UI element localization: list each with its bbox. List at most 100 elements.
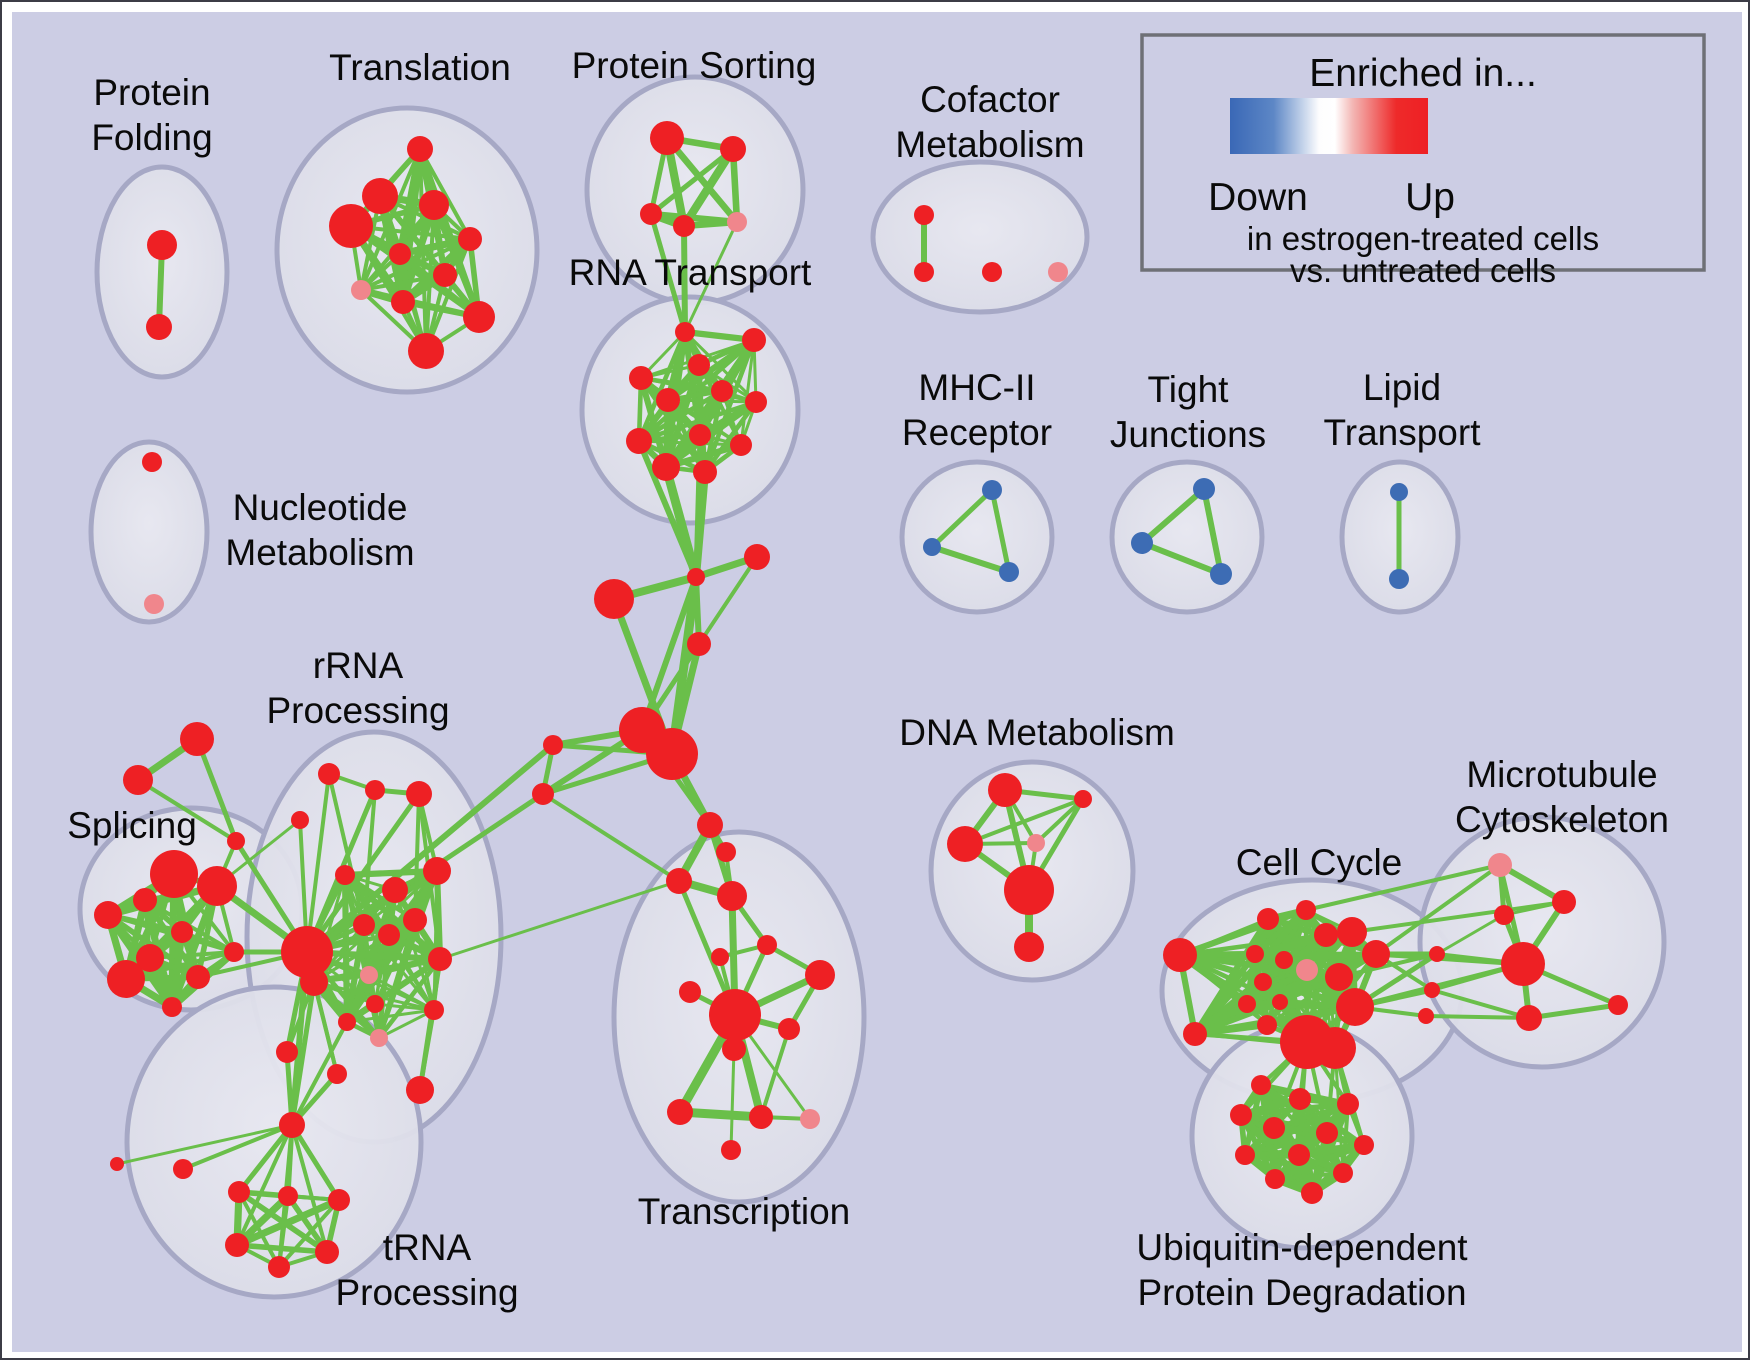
network-edge	[661, 462, 701, 582]
network-node	[667, 1099, 693, 1125]
network-edge	[304, 791, 422, 955]
network-node	[353, 914, 375, 936]
network-node	[329, 204, 373, 248]
network-edge	[377, 1008, 436, 1040]
network-node	[1314, 1027, 1356, 1069]
network-node	[300, 968, 328, 996]
legend-up-label: Up	[1405, 176, 1455, 219]
network-edge	[366, 956, 443, 978]
network-node	[947, 826, 983, 862]
network-node	[123, 765, 153, 795]
network-node	[666, 868, 692, 894]
network-edge	[759, 1027, 791, 1119]
network-node	[1004, 865, 1054, 915]
network-node	[318, 763, 340, 785]
network-node	[327, 1064, 347, 1084]
network-node	[687, 632, 711, 656]
network-edge	[675, 1107, 766, 1122]
network-edge	[277, 1198, 341, 1269]
cluster-ellipse-mhc-ii-receptor	[899, 459, 1055, 615]
cluster-label-protein-sorting: Protein Sorting	[572, 45, 817, 86]
network-edge	[663, 134, 741, 226]
network-edge	[1242, 1130, 1330, 1158]
network-node	[366, 995, 384, 1013]
network-node	[1275, 951, 1293, 969]
network-node	[378, 924, 400, 946]
network-edge	[1139, 540, 1224, 577]
network-node	[749, 1105, 773, 1129]
network-edge	[541, 792, 681, 883]
network-node	[197, 866, 237, 906]
network-node	[335, 865, 355, 885]
network-node	[408, 333, 444, 369]
legend-title: Enriched in...	[1309, 52, 1537, 95]
network-node	[1325, 963, 1353, 991]
network-node	[110, 1157, 124, 1171]
network-node	[94, 901, 122, 929]
network-node	[721, 1140, 741, 1160]
network-node	[180, 722, 214, 756]
network-edge	[376, 917, 418, 1041]
network-node	[1257, 908, 1279, 930]
network-node	[291, 811, 309, 829]
network-node	[711, 380, 733, 402]
network-edge	[1350, 900, 1566, 934]
network-node	[1552, 890, 1576, 914]
network-node	[433, 263, 457, 287]
network-edge	[235, 1123, 294, 1247]
network-node	[1230, 1104, 1252, 1126]
network-node	[1254, 973, 1272, 991]
network-node	[268, 1256, 290, 1278]
network-node	[673, 215, 695, 237]
cluster-label-rna-transport: RNA Transport	[569, 252, 812, 293]
network-node	[463, 301, 495, 333]
network-node	[1301, 1182, 1323, 1204]
cluster-label-cell-cycle: Cell Cycle	[1236, 842, 1403, 883]
cluster-ellipse-cofactor-metabolism	[870, 159, 1090, 315]
network-node	[1074, 790, 1092, 808]
network-edge	[1497, 862, 1567, 905]
network-node	[360, 966, 378, 984]
network-node	[382, 877, 408, 903]
network-edge	[387, 933, 436, 1012]
legend-caption-line1: in estrogen-treated cells	[1247, 220, 1599, 257]
network-node	[1314, 923, 1338, 947]
network-node	[419, 190, 449, 220]
network-node	[805, 960, 835, 990]
network-node	[1048, 262, 1068, 282]
network-edge	[359, 273, 447, 292]
network-node	[1424, 982, 1440, 998]
network-node	[1251, 1075, 1271, 1095]
cluster-label-tight-junctions: Tight Junctions	[1110, 369, 1266, 455]
network-edge	[237, 1190, 281, 1269]
network-edge	[637, 439, 743, 447]
network-node	[1296, 900, 1316, 920]
network-node	[278, 1186, 298, 1206]
network-node	[1389, 569, 1409, 589]
network-node	[727, 212, 747, 232]
network-edge	[702, 399, 759, 475]
cluster-label-rrna-processing: rRNA Processing	[266, 645, 449, 731]
cluster-ellipse-nucleotide-metabolism	[88, 439, 210, 625]
network-node	[687, 568, 705, 586]
network-node	[228, 1181, 250, 1203]
network-node	[745, 391, 767, 413]
network-node	[1418, 1008, 1434, 1024]
network-node	[1210, 563, 1232, 585]
network-node	[142, 452, 162, 472]
network-node	[1272, 994, 1288, 1010]
network-edge	[438, 879, 681, 961]
network-node	[999, 562, 1019, 582]
network-node	[403, 908, 427, 932]
network-edge	[636, 388, 725, 444]
network-node	[136, 944, 164, 972]
network-edge	[362, 788, 377, 927]
network-edge	[289, 979, 317, 1128]
network-edge	[236, 1122, 295, 1195]
network-node	[1193, 478, 1215, 500]
legend-caption-line2: vs. untreated cells	[1290, 252, 1556, 289]
network-node	[406, 781, 432, 807]
network-node	[914, 205, 934, 225]
network-edge	[312, 980, 339, 1076]
network-node	[1390, 483, 1408, 501]
